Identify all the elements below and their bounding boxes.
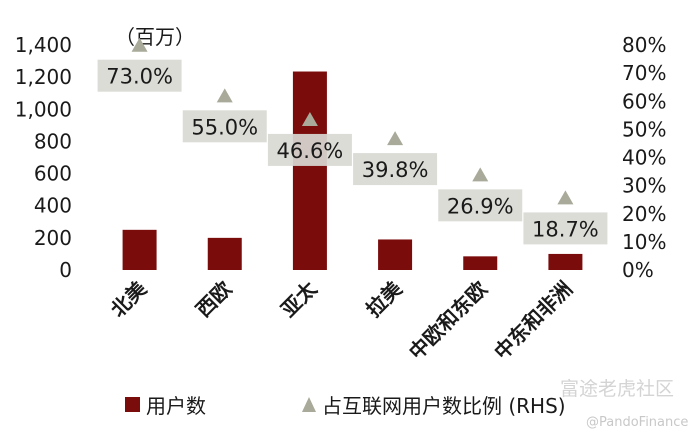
legend: 用户数 占互联网用户数比例 (RHS) [125,394,566,418]
data-label: 26.9% [447,194,514,218]
data-label-box [353,153,438,186]
right-tick-label: 30% [622,174,666,198]
category-label: 亚太 [276,276,322,322]
legend-marker-label: 占互联网用户数比例 (RHS) [322,394,566,418]
watermark: 富途老虎社区 @PandoFinance [560,378,688,430]
right-tick-label: 50% [622,117,666,141]
data-label: 73.0% [106,65,173,89]
marker-triangle-icon [557,190,574,205]
bar-1 [122,229,157,270]
left-tick-label: 1,400 [15,33,72,57]
left-tick-label: 200 [34,226,72,250]
data-label-box [97,59,182,92]
data-label: 18.7% [532,217,599,241]
marker-triangle-icon [131,37,148,52]
marker-triangle-icon [472,167,489,182]
marker-triangle-icon [216,88,233,103]
legend-bar-swatch [125,397,140,412]
bar-2 [207,237,242,270]
data-label: 39.8% [362,158,429,182]
category-label: 拉美 [361,276,407,322]
left-tick-label: 0 [59,258,72,282]
bar-6 [548,253,583,270]
right-tick-label: 20% [622,202,666,226]
watermark-brand: 富途老虎社区 [560,378,674,400]
left-tick-label: 1,200 [15,65,72,89]
bar-3 [292,71,327,271]
left-axis: 0 200 400 600 800 1,000 1,200 1,400 [15,33,72,282]
unit-label: （百万） [115,25,195,49]
marker-triangle-icon [387,131,404,146]
marker-triangle-icon [301,111,318,126]
data-label-box [182,110,267,143]
legend-triangle-icon [302,397,316,412]
right-tick-label: 10% [622,230,666,254]
watermark-handle: @PandoFinance [586,415,688,430]
legend-bar-label: 用户数 [146,394,206,418]
right-tick-label: 60% [622,89,666,113]
data-label: 55.0% [191,115,258,139]
bar-4 [378,239,413,270]
category-label: 西欧 [191,277,236,322]
data-label-box [438,189,523,222]
right-tick-label: 80% [622,33,666,57]
bars [122,71,583,271]
left-tick-label: 600 [34,162,72,186]
category-label: 中欧和东欧 [404,277,492,365]
right-tick-label: 40% [622,146,666,170]
right-axis: 0% 10% 20% 30% 40% 50% 60% 70% 80% [622,33,666,282]
right-tick-label: 0% [622,258,654,282]
data-labels: 73.0% 55.0% 46.6% 39.8% 26.9% 18.7% [97,59,608,245]
left-tick-label: 400 [34,194,72,218]
markers [131,37,574,205]
left-tick-label: 800 [34,129,72,153]
data-label-box [523,212,608,245]
data-label: 46.6% [277,139,344,163]
data-label-box [267,133,352,166]
category-label: 北美 [106,276,152,322]
right-tick-label: 70% [622,61,666,85]
category-label: 中东和非洲 [489,277,577,365]
left-tick-label: 1,000 [15,97,72,121]
bar-5 [463,256,498,270]
